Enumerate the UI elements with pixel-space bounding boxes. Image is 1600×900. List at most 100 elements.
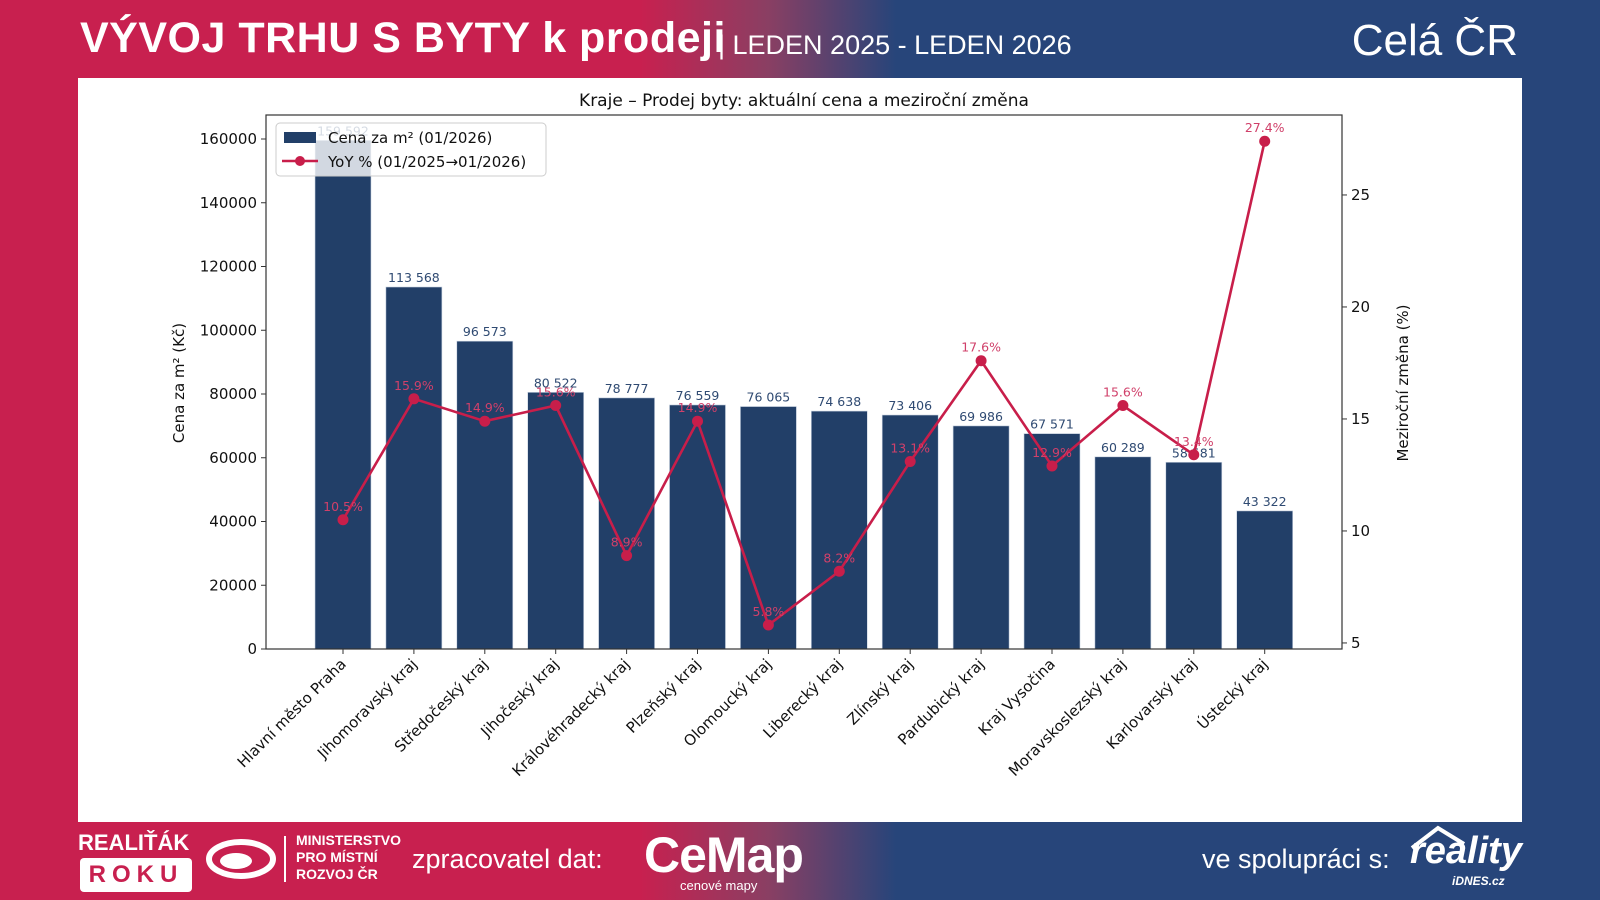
y2-tick-label: 25: [1351, 186, 1370, 204]
bar-value-label: 69 986: [959, 409, 1003, 424]
yoy-value-label: 8.9%: [611, 535, 643, 550]
x-tick-label: Moravskoslezský kraj: [1005, 655, 1130, 780]
yoy-value-label: 15.6%: [1103, 385, 1143, 400]
reality-idnes-logo: reality: [1410, 830, 1522, 872]
bar-value-label: 67 571: [1030, 417, 1074, 432]
yoy-value-label: 8.2%: [823, 550, 855, 565]
award-logo-line1: REALIŤÁK: [78, 830, 190, 855]
y-tick-label: 60000: [209, 449, 257, 467]
yoy-point: [975, 355, 987, 367]
yoy-value-label: 14.9%: [465, 400, 505, 415]
y-tick-label: 80000: [209, 385, 257, 403]
bar-value-label: 73 406: [888, 398, 932, 413]
bar: [598, 397, 655, 650]
footer: REALIŤÁK ROKU MINISTERSTVO PRO MÍSTNÍ RO…: [0, 822, 1600, 900]
plot-frame: [265, 114, 1343, 650]
yoy-value-label: 13.4%: [1174, 434, 1214, 449]
legend-bar-label: Cena za m² (01/2026): [328, 129, 492, 147]
y-axis-label: Cena za m² (Kč): [170, 323, 188, 443]
award-logo-line2: ROKU: [80, 858, 192, 892]
yoy-point: [408, 393, 420, 405]
yoy-point: [1046, 460, 1058, 472]
yoy-point: [337, 514, 349, 526]
yoy-value-label: 10.5%: [323, 499, 363, 514]
legend-bar-swatch: [284, 132, 316, 143]
bars-layer: [314, 140, 1293, 650]
bar: [810, 410, 868, 650]
ministry-divider: [284, 836, 286, 882]
legend-box: [275, 122, 547, 177]
y-tick-label: 160000: [200, 130, 257, 148]
chart-title: Kraje – Prodej byty: aktuální cena a mez…: [579, 91, 1029, 111]
bar-value-label: 96 573: [463, 324, 507, 339]
ministry-line1: MINISTERSTVO: [296, 832, 402, 848]
yoy-line: [341, 140, 1266, 628]
yoy-point: [1259, 135, 1271, 147]
yoy-value-label: 15.6%: [536, 385, 576, 400]
region-label: Celá ČR: [1351, 16, 1518, 65]
house-icon: [1410, 825, 1466, 850]
yoy-value-label: 27.4%: [1245, 120, 1285, 135]
bar-value-label: 74 638: [817, 394, 861, 409]
bar: [881, 414, 939, 650]
bar: [1165, 461, 1223, 650]
y2-tick-label: 10: [1351, 522, 1370, 540]
y2-tick-label: 5: [1351, 634, 1361, 652]
ministry-logo-icon: [206, 839, 276, 879]
y2-axis-label: Meziroční změna (%): [1394, 304, 1412, 461]
bar: [456, 340, 514, 650]
bar: [1236, 510, 1293, 650]
yoy-value-label: 5.8%: [753, 604, 785, 619]
bar-value-label: 113 568: [388, 270, 440, 285]
y-tick-label: 40000: [209, 513, 257, 531]
y-tick-label: 120000: [200, 258, 257, 276]
bar: [385, 286, 443, 650]
yoy-value-label: 14.9%: [678, 400, 718, 415]
ministry-name: MINISTERSTVO PRO MÍSTNÍ ROZVOJ ČR: [296, 832, 401, 883]
yoy-point: [550, 400, 562, 412]
legend-line-label: YoY % (01/2025→01/2026): [327, 153, 526, 171]
x-tick-label: Ústecký kraj: [1193, 654, 1272, 733]
bar: [314, 140, 372, 650]
yoy-value-label: 15.9%: [394, 378, 434, 393]
yoy-point: [762, 619, 774, 631]
yoy-point: [904, 456, 916, 468]
legend-line-marker: [295, 156, 305, 166]
y-tick-label: 0: [247, 640, 257, 658]
ministry-line3: ROZVOJ ČR: [296, 866, 378, 882]
date-range: | LEDEN 2025 - LEDEN 2026: [718, 30, 1072, 60]
yoy-point: [692, 415, 703, 427]
yoy-value-label: 13.1%: [890, 441, 930, 456]
processor-label: zpracovatel dat:: [412, 844, 603, 874]
yoy-point: [833, 565, 845, 577]
bar-value-label: 78 777: [605, 381, 649, 396]
page-title: VÝVOJ TRHU S BYTY k prodeji: [80, 14, 726, 62]
bar: [952, 425, 1010, 650]
bar-value-label: 80 522: [534, 375, 578, 390]
yoy-value-label: 12.9%: [1032, 445, 1072, 460]
x-tick-label: Zlínský kraj: [844, 655, 918, 729]
y-tick-label: 20000: [209, 576, 257, 594]
bar: [740, 406, 797, 650]
partner-label: ve spolupráci s:: [1202, 844, 1390, 874]
yoy-point: [1117, 400, 1129, 412]
bar-value-label: 43 322: [1243, 494, 1287, 509]
bar: [669, 404, 726, 650]
ministry-line2: PRO MÍSTNÍ: [296, 849, 378, 865]
bar: [527, 392, 585, 650]
bar-value-label: 76 559: [676, 388, 720, 403]
line-layer: 10.5% 15.9% 14.9% 15.6% 8.9% 14.9% 5.8% 8.2% 13.…: [323, 120, 1285, 631]
y2-tick-label: 15: [1351, 410, 1370, 428]
chart: Kraje – Prodej byty: aktuální cena a mez…: [170, 91, 1412, 780]
yoy-point: [1188, 449, 1200, 461]
y2-tick-label: 20: [1351, 298, 1370, 316]
bar: [1094, 456, 1152, 650]
yoy-point: [479, 415, 491, 427]
yoy-value-label: 17.6%: [961, 340, 1001, 355]
cemap-logo-subtitle: cenové mapy: [680, 878, 758, 893]
cemap-logo: CeMap: [644, 827, 804, 883]
yoy-point: [621, 550, 633, 562]
reality-idnes-logo-subtitle: iDNES.cz: [1452, 874, 1505, 888]
bar-value-label: 60 289: [1101, 440, 1145, 455]
x-tick-label: Královéhradecký kraj: [509, 655, 634, 780]
